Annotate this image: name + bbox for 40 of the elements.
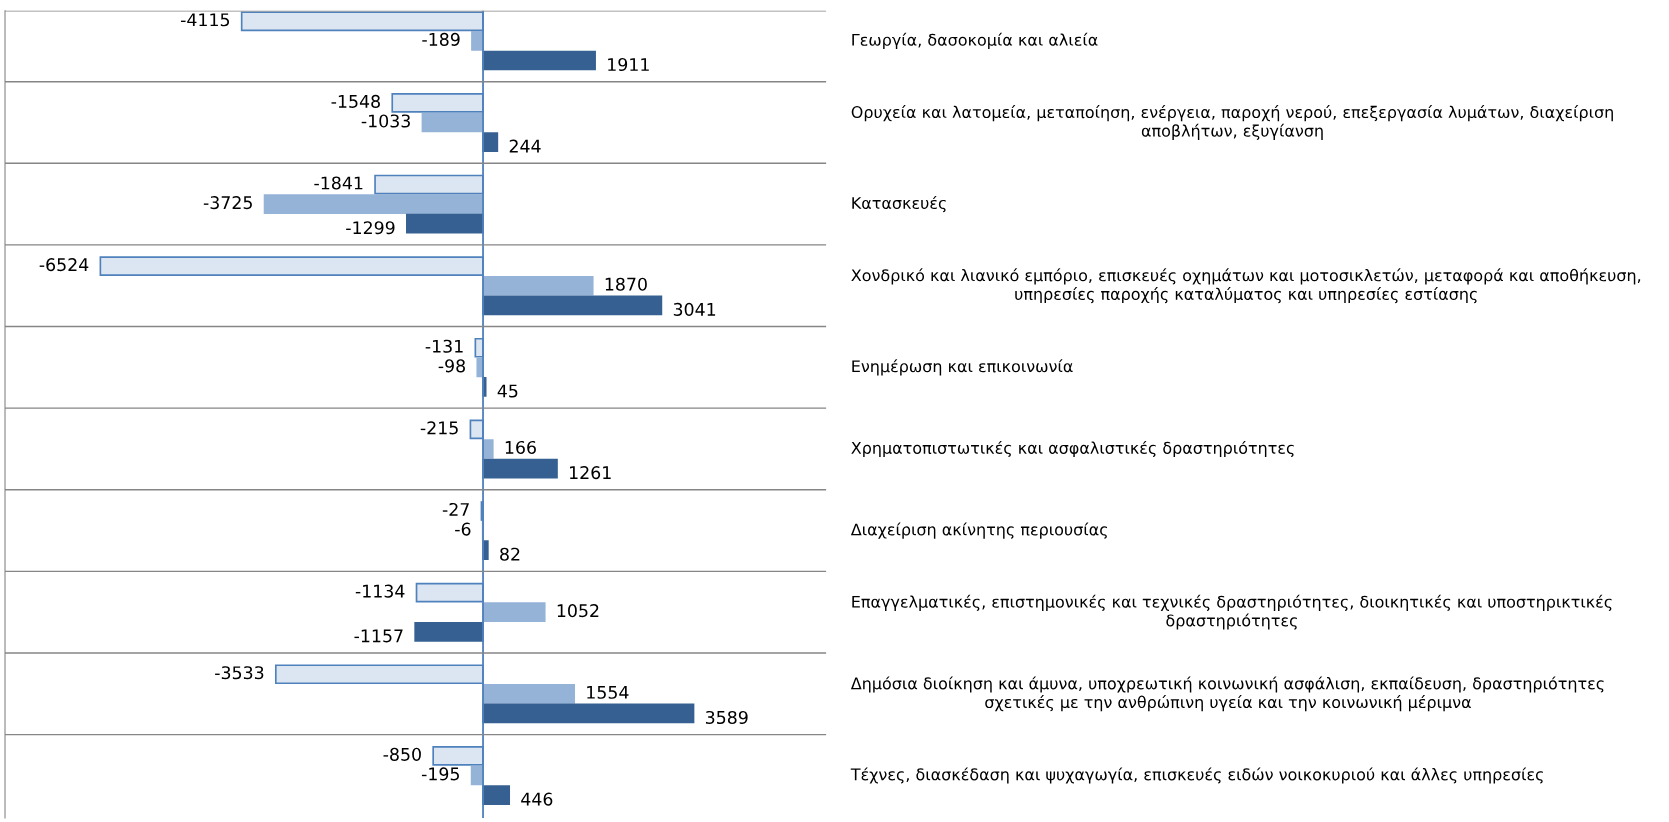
y-tick-label: Διαχείριση ακίνητης περιουσίας bbox=[850, 522, 1108, 539]
y-tick-label: Ορυχεία και λατομεία, μεταποίηση, ενέργεια, παροχή νερού, επεξεργασία λυμάτων, διαχείριση αποβλήτων, εξυγίανση bbox=[851, 105, 1613, 140]
data-label: -98 bbox=[438, 359, 465, 373]
data-label: -3533 bbox=[215, 666, 264, 680]
y-tick-label: Τέχνες, διασκέδαση και ψυχαγωγία, επισκευές ειδών νοικοκυριού και άλλες υπηρεσίες bbox=[850, 767, 1543, 784]
y-tick-label: Χονδρικό και λιανικό εμπόριο, επισκευές οχημάτων και μοτοσικλετών, μεταφορά και αποθήκευση, υπηρεσίες παροχής καταλύματος και υπηρεσίες εστίασης bbox=[851, 268, 1641, 304]
data-label: -131 bbox=[425, 339, 463, 353]
data-label: 82 bbox=[500, 547, 520, 561]
data-label: 1554 bbox=[587, 685, 629, 699]
y-tick-label: Χρηματοπιστωτικές και ασφαλιστικές δραστηριότητες bbox=[851, 440, 1294, 458]
data-label: 1052 bbox=[557, 604, 599, 618]
data-label: 166 bbox=[505, 440, 536, 455]
data-label: -1299 bbox=[346, 221, 395, 235]
data-label: -1548 bbox=[331, 94, 380, 108]
data-label: -1033 bbox=[361, 114, 410, 128]
data-label: -4115 bbox=[180, 13, 230, 27]
data-label: -27 bbox=[442, 502, 469, 516]
y-tick-label: Δημόσια διοίκηση και άμυνα, υποχρεωτική κοινωνική ασφάλιση, εκπαίδευση, δραστηριότητες σχετικές με την ανθρώπινη υγεία και την κοινωνική μέριμνα bbox=[850, 676, 1604, 712]
data-label: -6524 bbox=[39, 258, 89, 272]
data-label: -1134 bbox=[355, 584, 405, 598]
data-label: -3725 bbox=[203, 196, 252, 210]
data-label: 1911 bbox=[608, 57, 649, 72]
data-label: -215 bbox=[420, 421, 458, 435]
data-label: 1261 bbox=[570, 466, 611, 480]
data-label: 3041 bbox=[673, 302, 716, 316]
data-label: -189 bbox=[422, 32, 460, 46]
data-label: 45 bbox=[497, 384, 518, 398]
y-tick-label: Γεωργία, δασοκομία και αλιεία bbox=[852, 32, 1098, 49]
data-label: -6 bbox=[455, 522, 471, 536]
data-label: 1870 bbox=[605, 277, 647, 291]
data-label: -850 bbox=[383, 747, 421, 761]
data-label: -195 bbox=[421, 767, 459, 781]
y-tick-label: Κατασκευές bbox=[852, 196, 946, 213]
y-tick-label: Επαγγελματικές, επιστημονικές και τεχνικές δραστηριότητες, διοικητικές και υποστηρικτικές δραστηριότητες bbox=[852, 594, 1612, 630]
data-label: 3589 bbox=[705, 710, 748, 725]
data-label: -1157 bbox=[354, 629, 403, 643]
y-tick-label: Ενημέρωση και επικοινωνία bbox=[852, 359, 1073, 376]
data-label: 446 bbox=[521, 792, 553, 806]
data-label: 244 bbox=[509, 139, 541, 153]
data-label: -1841 bbox=[314, 176, 363, 190]
